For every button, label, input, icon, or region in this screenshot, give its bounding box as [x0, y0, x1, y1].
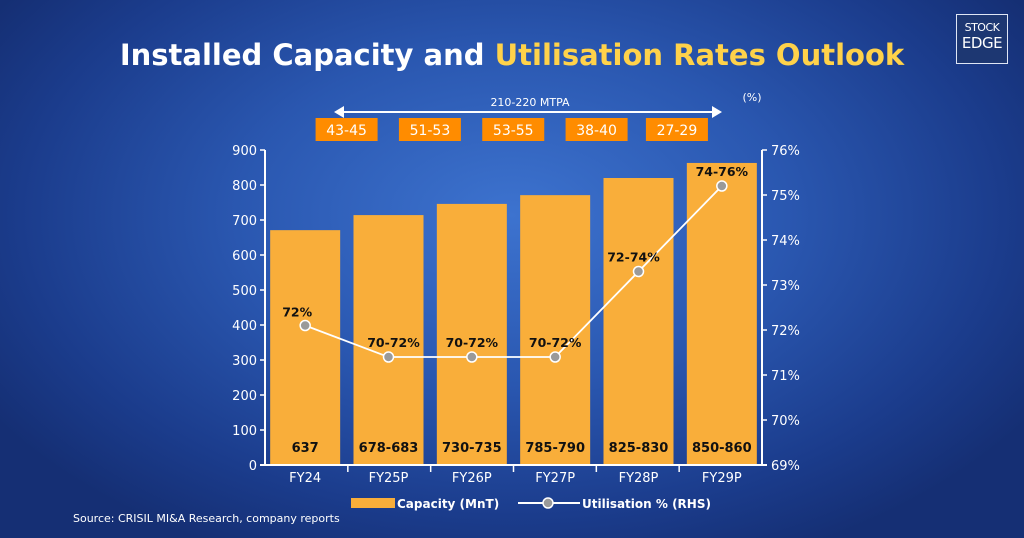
- right-tick-label: 75%: [771, 189, 800, 204]
- left-tick-label: 800: [232, 179, 257, 194]
- logo-line1: STOCK: [964, 21, 1000, 34]
- utilisation-point: [549, 351, 561, 363]
- utilisation-point: [716, 180, 728, 192]
- arrow-label: 210-220 MTPA: [490, 96, 570, 109]
- addition-box-label: 53-55: [493, 123, 534, 139]
- left-tick-label: 300: [232, 354, 257, 369]
- bar-label: 730-735: [442, 441, 502, 456]
- right-tick-label: 74%: [771, 234, 800, 249]
- utilisation-point: [382, 351, 395, 363]
- stock-edge-logo: STOCK EDGE: [956, 14, 1008, 64]
- arrow-left-head: [334, 106, 344, 118]
- left-tick-label: 700: [232, 214, 257, 229]
- logo-line2: EDGE: [961, 34, 1003, 52]
- right-tick-label: 71%: [771, 369, 800, 384]
- legend-capacity-label: Capacity (MnT): [397, 497, 499, 511]
- utilisation-label: 72%: [282, 305, 312, 320]
- utilisation-label: 72-74%: [607, 250, 660, 265]
- x-tick-label: FY29P: [702, 471, 742, 486]
- addition-box-label: 51-53: [410, 123, 451, 139]
- bar-label: 825-830: [609, 441, 669, 456]
- utilisation-point: [632, 265, 645, 278]
- title-main: Installed Capacity and: [119, 38, 495, 72]
- utilisation-line: [304, 185, 723, 358]
- x-tick-label: FY27P: [535, 471, 575, 486]
- addition-box: [565, 118, 628, 141]
- left-tick-label: 200: [232, 389, 257, 404]
- left-tick-label: 900: [232, 144, 257, 159]
- right-tick-label: 72%: [771, 324, 800, 339]
- utilisation-label: 70-72%: [529, 335, 582, 350]
- bar-FY24: [270, 230, 341, 465]
- left-tick-label: 500: [232, 284, 257, 299]
- left-tick-label: 0: [249, 459, 257, 474]
- title-highlight: Utilisation Rates Outlook: [494, 38, 905, 72]
- bar-label: 850-860: [692, 441, 752, 456]
- addition-box: [645, 118, 708, 141]
- right-tick-label: 69%: [771, 459, 800, 474]
- addition-box-label: 43-45: [326, 123, 367, 139]
- x-tick-label: FY25P: [369, 471, 409, 486]
- legend-utilisation-label: Utilisation % (RHS): [582, 497, 711, 511]
- bar-label: 637: [292, 441, 319, 456]
- source-note: Source: CRISIL MI&A Research, company re…: [73, 512, 340, 525]
- left-tick-label: 400: [232, 319, 257, 334]
- addition-box-label: 27-29: [657, 123, 698, 139]
- bar-FY26P: [436, 203, 507, 465]
- bar-FY29P: [686, 162, 757, 465]
- chart-title: Installed Capacity and Utilisation Rates…: [0, 38, 1024, 72]
- utilisation-label: 70-72%: [446, 335, 499, 350]
- left-tick-label: 100: [232, 424, 257, 439]
- right-tick-label: 70%: [771, 414, 800, 429]
- bar-label: 678-683: [359, 441, 419, 456]
- addition-box: [482, 118, 545, 141]
- arrow-right-head: [712, 106, 722, 118]
- addition-box: [398, 118, 461, 141]
- legend-capacity-swatch: [351, 498, 395, 508]
- right-axis-unit: (%): [742, 91, 761, 104]
- utilisation-point: [299, 319, 311, 332]
- addition-box-label: 38-40: [576, 123, 617, 139]
- bar-FY25P: [353, 215, 424, 465]
- bar-FY28P: [603, 178, 674, 465]
- right-tick-label: 73%: [771, 279, 800, 294]
- x-tick-label: FY28P: [619, 471, 659, 486]
- bar-label: 785-790: [525, 441, 585, 456]
- addition-box: [315, 118, 378, 141]
- left-tick-label: 600: [232, 249, 257, 264]
- utilisation-point: [466, 351, 478, 363]
- right-tick-label: 76%: [771, 144, 800, 159]
- x-tick-label: FY24: [289, 471, 321, 486]
- legend-marker: [542, 497, 554, 509]
- bar-FY27P: [520, 195, 591, 465]
- utilisation-label: 70-72%: [367, 335, 420, 350]
- x-tick-label: FY26P: [452, 471, 492, 486]
- utilisation-label: 74-76%: [696, 164, 749, 179]
